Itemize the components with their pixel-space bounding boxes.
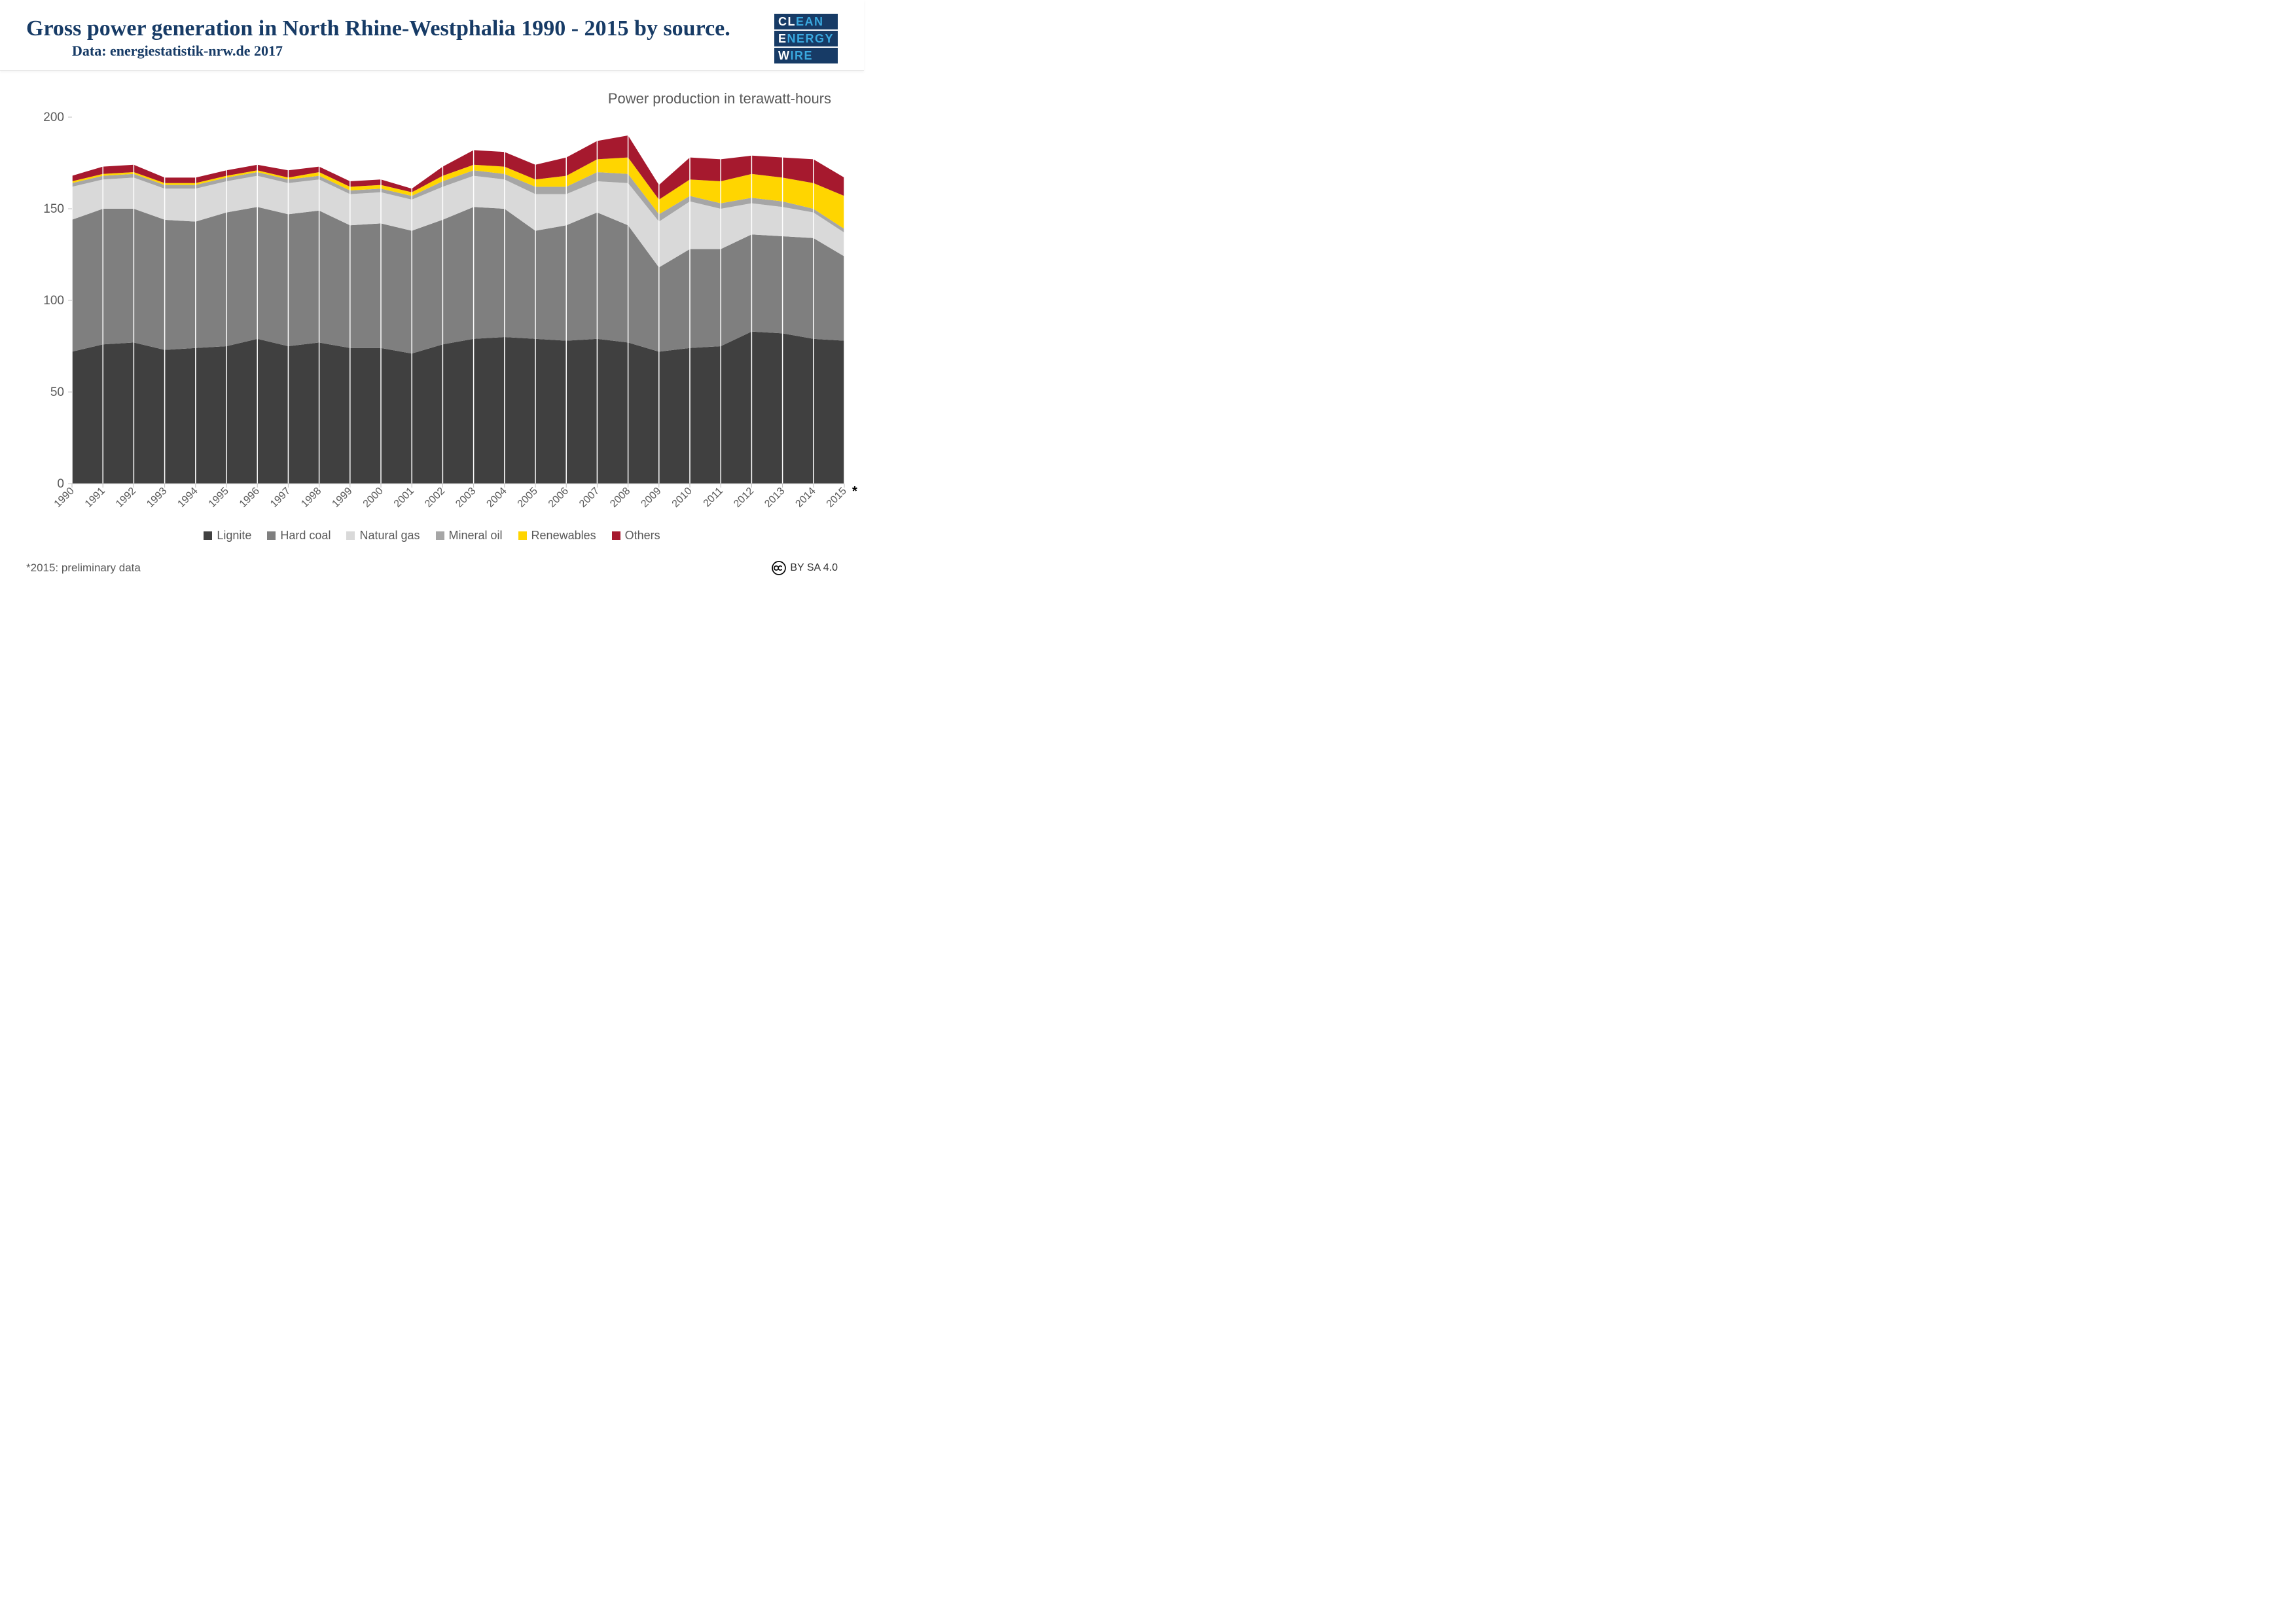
legend-label: Renewables (531, 529, 596, 543)
legend-label: Others (625, 529, 660, 543)
swatch-natural_gas (346, 531, 355, 540)
swatch-hard_coal (267, 531, 276, 540)
legend-item-renewables: Renewables (518, 529, 596, 543)
license: BY SA 4.0 (772, 561, 838, 575)
main-title: Gross power generation in North Rhine-We… (26, 16, 764, 41)
svg-text:2011: 2011 (702, 486, 725, 509)
legend-item-hard_coal: Hard coal (267, 529, 331, 543)
svg-text:2004: 2004 (484, 486, 509, 510)
legend-label: Hard coal (280, 529, 331, 543)
unit-label: Power production in terawatt-hours (26, 90, 831, 107)
chart-area: Power production in terawatt-hours 0 50 10… (0, 71, 864, 549)
svg-text:1991: 1991 (83, 486, 107, 510)
svg-text:2014: 2014 (793, 486, 817, 510)
swatch-renewables (518, 531, 527, 540)
title-block: Gross power generation in North Rhine-We… (26, 16, 764, 60)
svg-text:2013: 2013 (762, 486, 787, 510)
svg-text:2007: 2007 (577, 486, 601, 510)
svg-text:2010: 2010 (670, 486, 694, 510)
svg-text:2008: 2008 (608, 486, 632, 510)
svg-text:2009: 2009 (639, 486, 663, 510)
svg-text:100: 100 (43, 294, 64, 308)
legend-label: Mineral oil (449, 529, 503, 543)
svg-text:1990: 1990 (52, 486, 77, 510)
logo-row: ENERGY (774, 31, 838, 46)
logo-row: WIRE (774, 48, 838, 63)
logo-row: CLEAN (774, 14, 838, 29)
svg-text:50: 50 (50, 385, 64, 399)
svg-text:2012: 2012 (732, 486, 756, 510)
svg-text:2002: 2002 (423, 486, 447, 510)
subtitle: Data: energiestatistik-nrw.de 2017 (72, 43, 764, 60)
legend-item-others: Others (612, 529, 660, 543)
svg-text:1992: 1992 (114, 486, 138, 510)
svg-text:150: 150 (43, 202, 64, 216)
footer: *2015: preliminary data BY SA 4.0 (0, 549, 864, 588)
legend-item-natural_gas: Natural gas (346, 529, 420, 543)
svg-text:2001: 2001 (392, 486, 416, 510)
svg-text:1993: 1993 (145, 486, 169, 510)
legend-item-mineral_oil: Mineral oil (436, 529, 503, 543)
svg-text:1997: 1997 (268, 486, 293, 510)
legend: Lignite Hard coal Natural gas Mineral oil Re… (26, 529, 838, 543)
swatch-mineral_oil (436, 531, 444, 540)
cc-icon (772, 561, 786, 575)
svg-text:*: * (852, 484, 857, 499)
license-text: BY SA 4.0 (790, 562, 838, 574)
stacked-area-chart: 0 50 100 150 200 19901991 1992 19931994 1995 1996… (26, 111, 864, 533)
legend-label: Lignite (217, 529, 251, 543)
svg-text:1994: 1994 (175, 486, 200, 510)
brand-logo: CLEAN ENERGY WIRE (774, 14, 838, 63)
header: Gross power generation in North Rhine-We… (0, 0, 864, 71)
svg-text:1996: 1996 (238, 486, 262, 510)
area-lignite (72, 332, 844, 484)
svg-text:0: 0 (57, 477, 64, 491)
svg-text:2003: 2003 (454, 486, 478, 510)
svg-text:2006: 2006 (547, 486, 571, 510)
legend-label: Natural gas (359, 529, 420, 543)
legend-item-lignite: Lignite (204, 529, 251, 543)
svg-text:2015: 2015 (825, 486, 849, 510)
svg-text:2005: 2005 (516, 486, 540, 510)
swatch-lignite (204, 531, 212, 540)
svg-text:200: 200 (43, 111, 64, 124)
footnote-text: *2015: preliminary data (26, 562, 141, 575)
svg-text:2000: 2000 (361, 486, 386, 510)
swatch-others (612, 531, 620, 540)
svg-text:1998: 1998 (299, 486, 323, 510)
svg-text:1999: 1999 (330, 486, 354, 510)
svg-text:1995: 1995 (207, 486, 231, 510)
